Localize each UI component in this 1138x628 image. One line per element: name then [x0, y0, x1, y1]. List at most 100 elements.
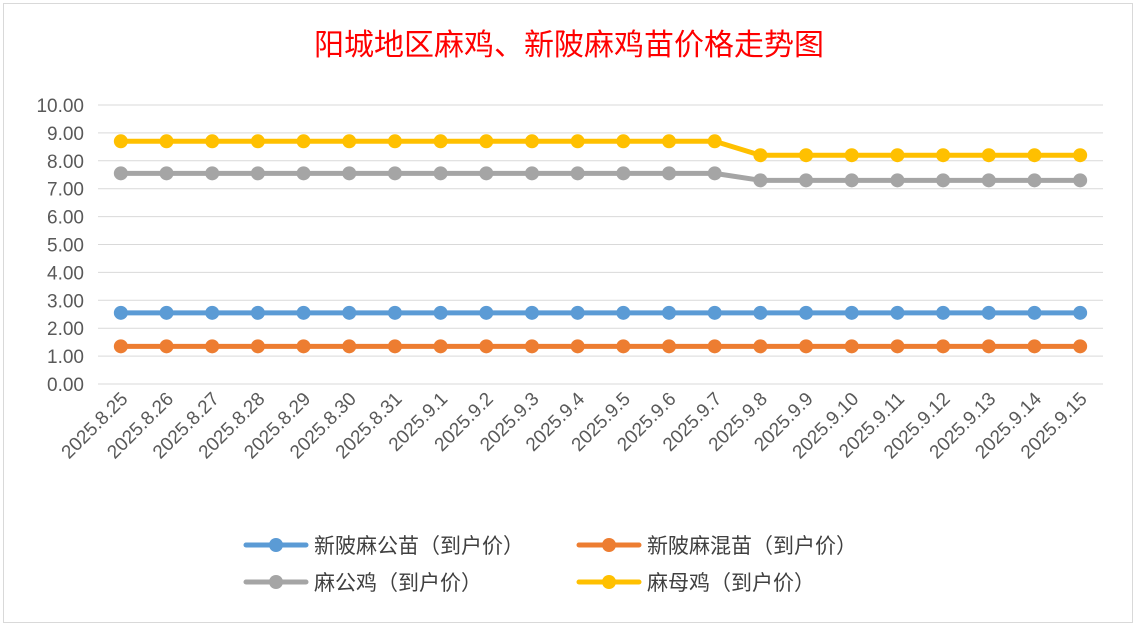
data-point	[296, 166, 311, 181]
data-point	[936, 339, 951, 354]
data-point	[570, 134, 585, 149]
y-tick-label: 9.00	[47, 124, 84, 145]
data-point	[159, 166, 174, 181]
data-point	[570, 305, 585, 320]
data-point	[662, 305, 677, 320]
data-point	[524, 134, 539, 149]
series-line	[118, 170, 1083, 183]
data-point	[113, 305, 128, 320]
data-point	[524, 166, 539, 181]
data-point	[296, 134, 311, 149]
data-point	[844, 305, 859, 320]
data-point	[799, 173, 814, 188]
data-point	[205, 134, 220, 149]
data-point	[113, 134, 128, 149]
data-point	[844, 339, 859, 354]
data-point	[936, 148, 951, 163]
data-point	[1073, 305, 1088, 320]
data-point	[387, 134, 402, 149]
data-point	[1027, 148, 1042, 163]
data-point	[936, 305, 951, 320]
data-point	[159, 134, 174, 149]
data-point	[342, 166, 357, 181]
y-tick-label: 2.00	[47, 319, 84, 340]
y-tick-label: 7.00	[47, 180, 84, 201]
data-point	[616, 305, 631, 320]
y-tick-label: 8.00	[47, 152, 84, 173]
data-point	[113, 166, 128, 181]
legend-label: 新陂麻公苗（到户价）	[314, 534, 524, 558]
series-line	[118, 138, 1083, 158]
data-point	[342, 339, 357, 354]
data-point	[662, 166, 677, 181]
data-point	[205, 166, 220, 181]
data-point	[387, 305, 402, 320]
data-point	[1027, 305, 1042, 320]
data-point	[1073, 339, 1088, 354]
data-point	[1073, 173, 1088, 188]
data-point	[799, 148, 814, 163]
data-point	[205, 339, 220, 354]
data-point	[1027, 173, 1042, 188]
data-point	[1027, 339, 1042, 354]
data-point	[159, 305, 174, 320]
data-point	[342, 305, 357, 320]
data-point	[844, 173, 859, 188]
y-tick-label: 6.00	[47, 208, 84, 229]
data-point	[479, 166, 494, 181]
data-point	[707, 134, 722, 149]
data-point	[159, 339, 174, 354]
data-point	[387, 166, 402, 181]
data-point	[433, 305, 448, 320]
legend-swatch-marker	[602, 538, 616, 552]
y-tick-label: 1.00	[47, 347, 84, 368]
data-point	[570, 339, 585, 354]
data-point	[981, 305, 996, 320]
data-point	[616, 166, 631, 181]
data-point	[936, 173, 951, 188]
data-point	[616, 134, 631, 149]
data-point	[707, 166, 722, 181]
data-point	[753, 148, 768, 163]
data-point	[662, 339, 677, 354]
data-point	[981, 173, 996, 188]
legend-swatch-marker	[602, 575, 616, 589]
chart-title: 阳城地区麻鸡、新陂麻鸡苗价格走势图	[314, 28, 824, 63]
data-point	[479, 339, 494, 354]
data-point	[890, 305, 905, 320]
data-point	[707, 339, 722, 354]
data-point	[616, 339, 631, 354]
legend-label: 麻公鸡（到户价）	[314, 571, 482, 595]
data-point	[799, 305, 814, 320]
y-tick-label: 4.00	[47, 263, 84, 284]
data-point	[387, 339, 402, 354]
data-point	[981, 339, 996, 354]
data-point	[570, 166, 585, 181]
data-point	[753, 339, 768, 354]
data-point	[707, 305, 722, 320]
legend-label: 麻母鸡（到户价）	[647, 571, 815, 595]
data-point	[753, 305, 768, 320]
data-point	[205, 305, 220, 320]
data-point	[250, 305, 265, 320]
data-point	[433, 134, 448, 149]
y-tick-label: 10.00	[36, 96, 84, 117]
data-point	[799, 339, 814, 354]
data-point	[479, 134, 494, 149]
data-point	[250, 134, 265, 149]
legend-label: 新陂麻混苗（到户价）	[647, 534, 857, 558]
data-point	[844, 148, 859, 163]
data-point	[524, 339, 539, 354]
y-tick-label: 0.00	[47, 375, 84, 396]
legend-swatch-marker	[269, 538, 283, 552]
legend-swatch-marker	[269, 575, 283, 589]
data-point	[890, 148, 905, 163]
data-point	[342, 134, 357, 149]
data-point	[981, 148, 996, 163]
data-point	[1073, 148, 1088, 163]
data-point	[524, 305, 539, 320]
y-tick-label: 5.00	[47, 236, 84, 257]
data-point	[890, 339, 905, 354]
data-point	[296, 305, 311, 320]
